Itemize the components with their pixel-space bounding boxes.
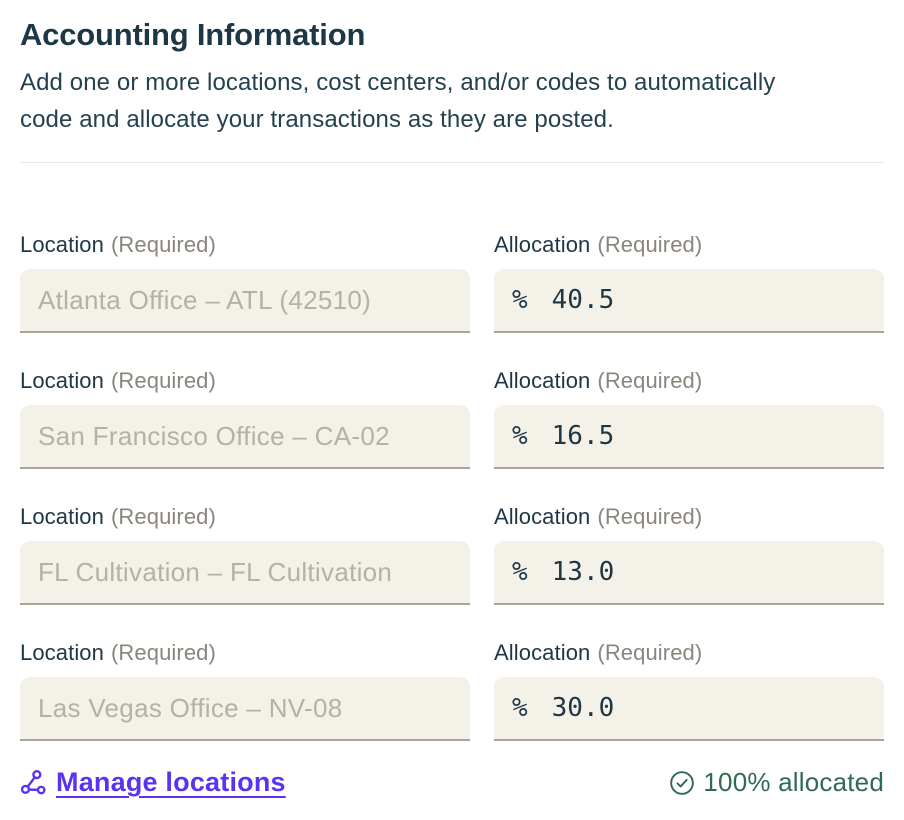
manage-locations-link[interactable]: Manage locations [20, 767, 286, 798]
page-description: Add one or more locations, cost centers,… [20, 64, 884, 138]
allocation-row: Location(Required) Allocation(Required) … [20, 231, 884, 333]
location-label-text: Location [20, 640, 104, 665]
allocation-label: Allocation (Required) [494, 367, 884, 395]
location-label: Location (Required) [20, 367, 470, 395]
location-input-box[interactable] [20, 269, 470, 333]
allocation-label: Allocation (Required) [494, 503, 884, 531]
allocation-label-text: Allocation [494, 232, 591, 257]
allocation-input[interactable] [551, 285, 866, 315]
allocation-input-box[interactable]: % [494, 269, 884, 333]
allocation-field: Allocation (Required) % [494, 231, 884, 333]
allocation-input-box[interactable]: % [494, 677, 884, 741]
allocation-input-box[interactable]: % [494, 541, 884, 605]
location-field: Location (Required) [20, 231, 470, 333]
accounting-information-panel: Accounting Information Add one or more l… [20, 17, 884, 798]
check-circle-icon [669, 770, 695, 796]
allocation-label: Allocation (Required) [494, 639, 884, 667]
allocation-label: Allocation (Required) [494, 231, 884, 259]
description-line: code and allocate your transactions as t… [20, 106, 614, 133]
required-hint: (Required) [110, 368, 216, 393]
percent-prefix: % [512, 285, 528, 315]
location-input[interactable] [38, 692, 452, 724]
location-field: Location (Required) [20, 503, 470, 605]
required-hint: (Required) [597, 640, 703, 665]
allocation-row: Location(Required) Allocation(Required) … [20, 639, 884, 741]
allocation-input[interactable] [551, 693, 866, 723]
location-label: Location (Required) [20, 639, 470, 667]
location-field: Location (Required) [20, 367, 470, 469]
allocation-input[interactable] [551, 557, 866, 587]
allocation-row: Location(Required) Allocation(Required) … [20, 367, 884, 469]
description-line: Add one or more locations, cost centers,… [20, 69, 776, 96]
manage-locations-label: Manage locations [56, 767, 286, 797]
required-hint: (Required) [110, 232, 216, 257]
allocation-form: Location(Required) Allocation(Required) … [20, 231, 884, 741]
allocation-label-text: Allocation [494, 640, 591, 665]
allocation-label-text: Allocation [494, 504, 591, 529]
required-hint: (Required) [597, 368, 703, 393]
percent-prefix: % [512, 693, 528, 723]
required-hint: (Required) [110, 504, 216, 529]
allocation-input-box[interactable]: % [494, 405, 884, 469]
hierarchy-icon [20, 769, 47, 796]
percent-prefix: % [512, 557, 528, 587]
allocation-input[interactable] [551, 421, 866, 451]
allocation-field: Allocation (Required) % [494, 367, 884, 469]
footer-bar: Manage locations 100% allocated [20, 767, 884, 798]
location-input[interactable] [38, 284, 452, 316]
required-hint: (Required) [110, 640, 216, 665]
location-label-text: Location [20, 504, 104, 529]
required-hint: (Required) [597, 232, 703, 257]
location-label-text: Location [20, 368, 104, 393]
required-hint: (Required) [597, 504, 703, 529]
location-input-box[interactable] [20, 405, 470, 469]
allocation-row: Location(Required) Allocation(Required) … [20, 503, 884, 605]
location-label: Location (Required) [20, 231, 470, 259]
allocation-status: 100% allocated [669, 767, 884, 798]
location-label: Location (Required) [20, 503, 470, 531]
allocation-label-text: Allocation [494, 368, 591, 393]
location-input[interactable] [38, 420, 452, 452]
percent-prefix: % [512, 421, 528, 451]
location-input-box[interactable] [20, 541, 470, 605]
page-title: Accounting Information [20, 17, 366, 52]
location-input[interactable] [38, 556, 452, 588]
location-field: Location (Required) [20, 639, 470, 741]
allocation-status-label: 100% allocated [703, 767, 884, 797]
divider [20, 162, 884, 163]
allocation-field: Allocation (Required) % [494, 639, 884, 741]
allocation-field: Allocation (Required) % [494, 503, 884, 605]
location-label-text: Location [20, 232, 104, 257]
location-input-box[interactable] [20, 677, 470, 741]
